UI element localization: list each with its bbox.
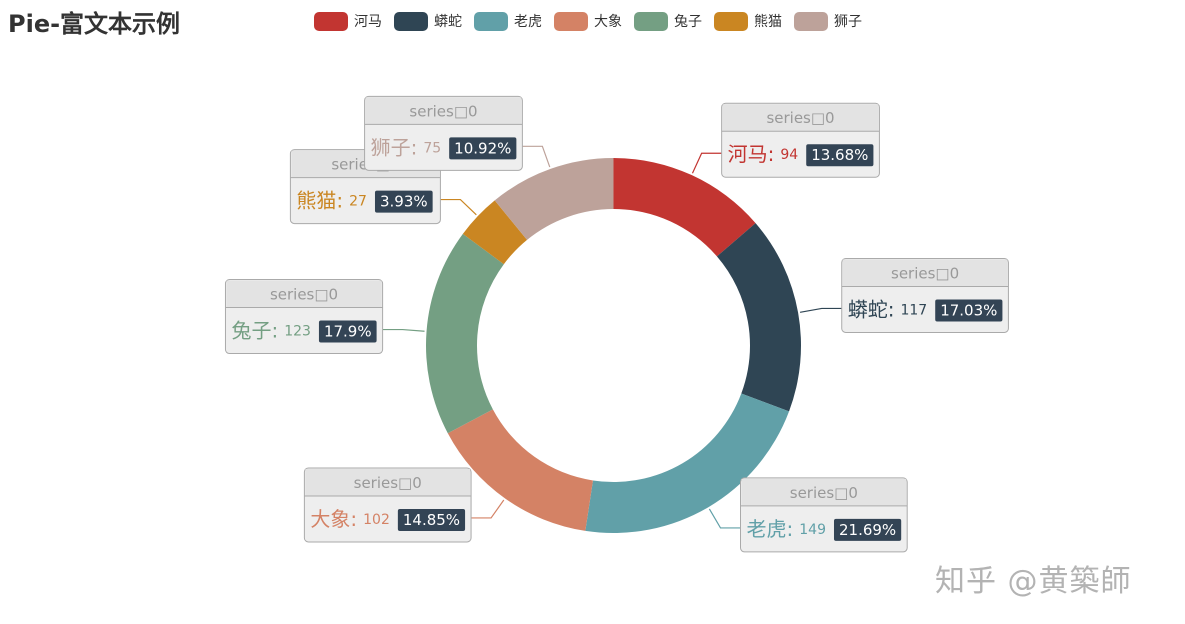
legend-swatch <box>554 11 588 31</box>
label-series-name: series□0 <box>766 109 834 127</box>
legend-item[interactable]: 大象 <box>554 11 622 31</box>
label-percent: 21.69% <box>839 521 896 539</box>
watermark: 知乎 @黄築師 <box>935 564 1132 599</box>
data-label: series□0 兔子: 123 17.9% <box>224 279 384 355</box>
chart-title: Pie-富文本示例 <box>8 10 181 38</box>
data-label: series□0 老虎: 149 21.69% <box>740 477 908 553</box>
legend-label: 老虎 <box>514 14 542 30</box>
label-percent: 3.93% <box>380 193 428 211</box>
label-category: 河马: <box>728 142 775 166</box>
label-percent: 14.85% <box>403 511 460 529</box>
legend-swatch <box>634 11 668 31</box>
label-percent-badge <box>935 299 1003 322</box>
label-percent-badge <box>374 190 433 213</box>
label-percent-badge <box>318 320 377 343</box>
label-series-name: series□0 <box>409 102 477 120</box>
label-category: 蟒蛇: <box>848 297 895 321</box>
pie-slice[interactable] <box>494 158 614 240</box>
label-header <box>741 478 907 506</box>
label-leader-line <box>522 145 551 168</box>
legend-label: 兔子 <box>674 14 702 30</box>
legend-item[interactable]: 熊猫 <box>714 11 782 31</box>
label-header <box>365 97 522 125</box>
data-label: series□0 蟒蛇: 117 17.03% <box>841 257 1009 333</box>
label-header <box>722 104 879 132</box>
label-series-name: series□0 <box>354 474 422 492</box>
label-percent: 17.03% <box>940 301 997 319</box>
label-leader-line <box>471 499 505 519</box>
pie-slice[interactable] <box>447 409 593 531</box>
label-percent: 10.92% <box>454 139 511 157</box>
label-percent-badge <box>397 508 466 531</box>
label-percent-badge <box>833 518 902 541</box>
legend-item[interactable]: 老虎 <box>474 11 542 31</box>
label-header <box>842 259 1008 287</box>
legend-label: 蟒蛇 <box>434 14 462 30</box>
label-value: 75 <box>423 140 441 156</box>
legend-item[interactable]: 蟒蛇 <box>394 11 462 31</box>
legend-swatch <box>314 11 348 31</box>
label-percent-badge <box>806 144 874 167</box>
legend-item[interactable]: 河马 <box>314 11 382 31</box>
label-category: 狮子: <box>371 135 418 159</box>
label-leader-line <box>440 198 477 216</box>
legend-label: 河马 <box>354 14 382 30</box>
label-value: 94 <box>780 147 798 163</box>
legend-swatch <box>474 11 508 31</box>
legend-swatch <box>714 11 748 31</box>
label-header <box>226 280 382 308</box>
data-label: series□0 狮子: 75 10.92% <box>364 95 523 171</box>
label-leader-line <box>691 152 722 174</box>
label-value: 149 <box>799 522 826 538</box>
legend-swatch <box>394 11 428 31</box>
label-series-name: series□0 <box>891 264 959 282</box>
label-header <box>305 468 471 496</box>
label-category: 熊猫: <box>296 189 343 213</box>
pie-slice[interactable] <box>613 158 756 257</box>
label-leader-line <box>799 307 842 313</box>
legend-label: 熊猫 <box>754 14 782 30</box>
label-value: 123 <box>284 324 311 340</box>
label-value: 117 <box>900 302 927 318</box>
legend-swatch <box>794 11 828 31</box>
label-category: 老虎: <box>747 517 794 541</box>
label-value: 27 <box>349 194 367 210</box>
legend-item[interactable]: 兔子 <box>634 11 702 31</box>
legend-label: 大象 <box>594 14 622 30</box>
label-percent: 13.68% <box>811 146 868 164</box>
pie-slice[interactable] <box>585 393 790 533</box>
legend-item[interactable]: 狮子 <box>794 11 862 31</box>
label-percent-badge <box>449 137 517 160</box>
label-leader-line <box>382 328 425 332</box>
label-value: 102 <box>363 512 390 528</box>
label-percent: 17.9% <box>324 323 372 341</box>
label-category: 兔子: <box>231 319 278 343</box>
label-category: 大象: <box>310 507 357 531</box>
pie-slice[interactable] <box>426 233 504 434</box>
legend-label: 狮子 <box>834 14 862 30</box>
label-series-name: series□0 <box>790 484 858 502</box>
pie-slice[interactable] <box>462 200 528 265</box>
label-series-name: series□0 <box>270 286 338 304</box>
data-label: series□0 河马: 94 13.68% <box>721 102 880 178</box>
data-label: series□0 大象: 102 14.85% <box>303 467 472 543</box>
chart-legend: 河马 蟒蛇 老虎 大象 兔子 熊猫 狮子 <box>314 10 874 32</box>
pie-slice[interactable] <box>716 223 801 412</box>
label-leader-line <box>708 508 741 529</box>
